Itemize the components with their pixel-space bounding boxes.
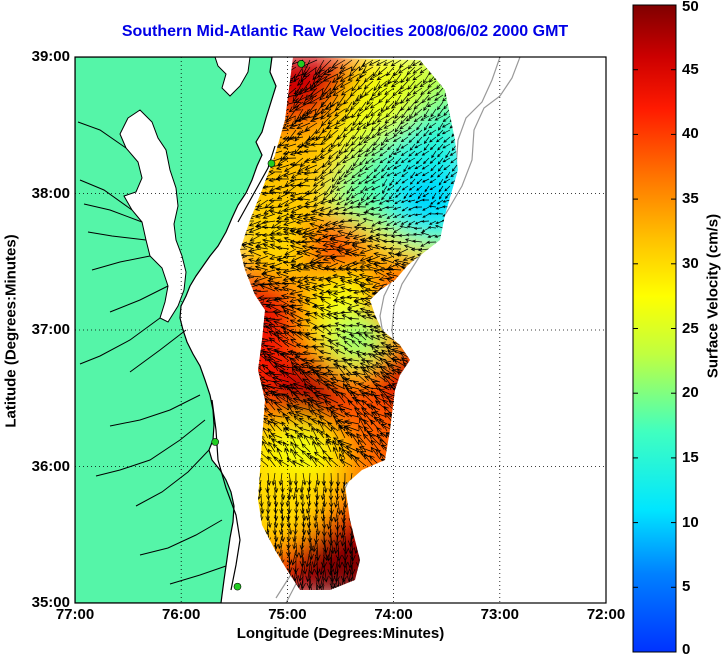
- y-tick-label: 38:00: [31, 184, 70, 202]
- hf-radar-stations: [211, 60, 306, 591]
- y-tick-label: 39:00: [31, 48, 70, 65]
- x-tick-label: 76:00: [162, 606, 201, 623]
- x-tick-label: 77:00: [55, 606, 95, 623]
- plot-frame: [74, 56, 607, 604]
- colorbar-tick-marks: [633, 4, 676, 653]
- colorbar-tick-label: 45: [682, 60, 699, 78]
- colorbar-tick-label: 5: [682, 578, 691, 596]
- station-marker: [297, 60, 306, 68]
- colorbar-tick-label: 50: [682, 0, 699, 15]
- x-tick-label: 75:00: [268, 606, 307, 623]
- x-tick-label: 72:00: [586, 606, 626, 623]
- colorbar-tick-label: 25: [682, 319, 699, 337]
- colorbar-tick-label: 10: [682, 513, 699, 531]
- y-tick-label: 35:00: [31, 594, 70, 611]
- colorbar-tick-label: 15: [682, 448, 699, 466]
- station-marker: [267, 159, 276, 168]
- x-tick-label: 73:00: [480, 606, 519, 623]
- station-marker: [233, 582, 242, 591]
- delaware-bay: [214, 57, 251, 97]
- colorbar-tick-label: 35: [682, 190, 699, 208]
- colorbar-tick-label: 20: [682, 384, 699, 402]
- colorbar-label: Surface Velocity (cm/s): [704, 213, 722, 379]
- colorbar-tick-label: 40: [682, 125, 699, 143]
- x-axis-label: Longitude (Degrees:Minutes): [236, 625, 445, 642]
- colorbar-tick-label: 0: [682, 641, 691, 658]
- x-tick-label: 74:00: [374, 606, 413, 623]
- chart-title: Southern Mid-Atlantic Raw Velocities 200…: [121, 23, 569, 40]
- chesapeake-bay: [119, 109, 187, 323]
- grid-lines: [75, 57, 606, 603]
- rivers: [77, 121, 227, 585]
- colorbar: [632, 4, 677, 653]
- y-tick-label: 37:00: [31, 321, 70, 338]
- y-tick-label: 36:00: [31, 457, 70, 475]
- colorbar-tick-label: 30: [682, 254, 699, 272]
- station-marker: [211, 438, 219, 446]
